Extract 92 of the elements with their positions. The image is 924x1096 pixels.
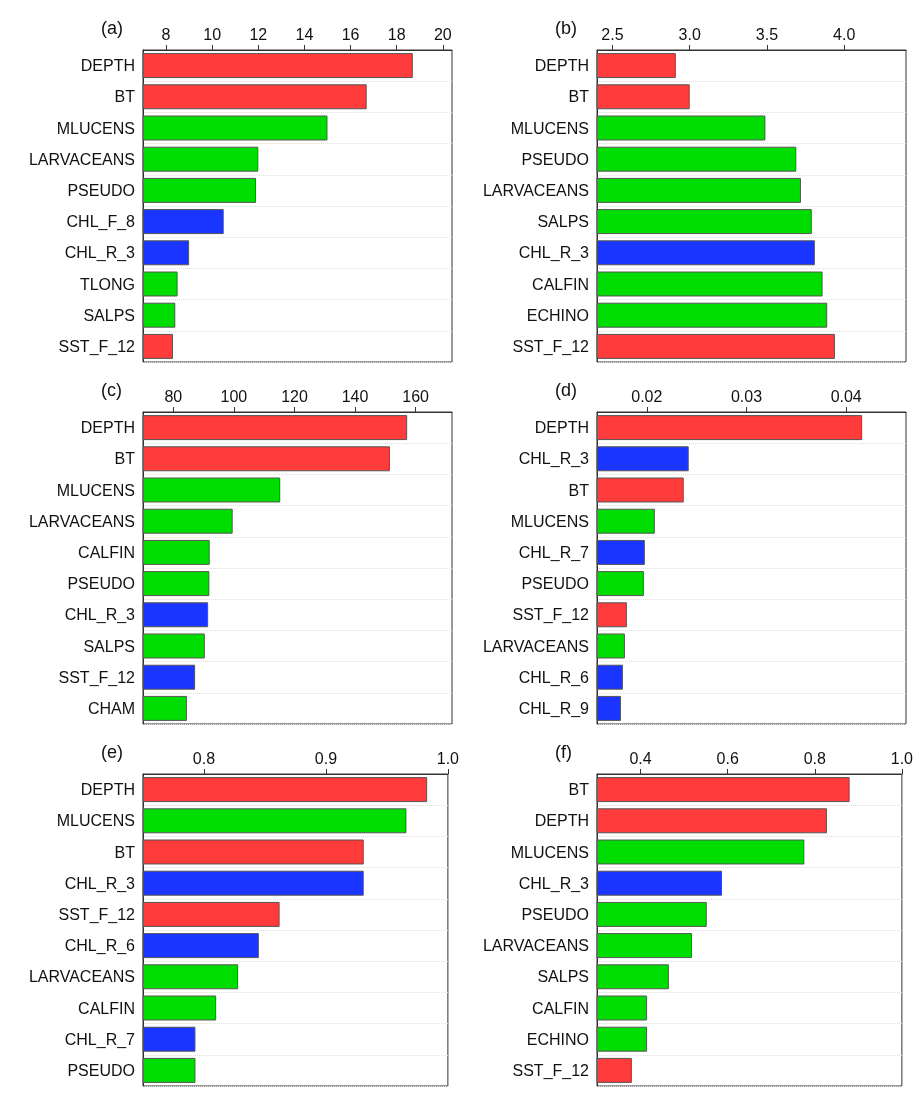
y-tick-label: PSEUDO <box>521 905 589 923</box>
chart-title: (a) <box>101 18 123 38</box>
x-tick-label: 0.02 <box>631 387 663 405</box>
x-tick-label: 160 <box>402 387 430 405</box>
x-tick-label: 1.0 <box>890 749 914 767</box>
y-tick-label: CHL_R_3 <box>518 874 590 893</box>
y-tick-label: LARVACEANS <box>28 968 135 986</box>
y-tick-label: LARVACEANS <box>28 512 135 530</box>
y-tick-label: MLUCENS <box>56 481 135 499</box>
y-tick-label: LARVACEANS <box>482 937 589 955</box>
y-tick-label: CHL_R_3 <box>64 244 136 263</box>
y-tick-label: MLUCENS <box>510 512 589 530</box>
x-tick-label: 14 <box>295 25 314 43</box>
y-tick-label: CALFIN <box>532 275 589 293</box>
y-tick-label: LARVACEANS <box>482 181 589 199</box>
y-tick-label: BT <box>568 481 590 499</box>
x-tick-label: 100 <box>220 387 248 405</box>
y-tick-label: CALFIN <box>78 543 135 561</box>
y-tick-label: BT <box>114 88 136 106</box>
x-tick-label: 8 <box>161 25 171 43</box>
chart-title: (d) <box>555 380 577 400</box>
y-tick-label: SST_F_12 <box>512 606 590 625</box>
x-tick-label: 80 <box>164 387 183 405</box>
y-tick-label: PSEUDO <box>67 1061 135 1079</box>
y-tick-label: CHL_R_3 <box>64 606 136 625</box>
y-tick-label: CHL_R_7 <box>518 543 590 562</box>
x-tick-label: 2.5 <box>601 25 624 43</box>
x-tick-label: 0.03 <box>730 387 763 405</box>
x-tick-label: 0.8 <box>803 749 826 767</box>
x-tick-label: 0.6 <box>716 749 739 767</box>
x-tick-label: 3.0 <box>678 25 701 43</box>
y-tick-label: CALFIN <box>78 999 135 1017</box>
x-tick-label: 16 <box>341 25 360 43</box>
chart-title: (e) <box>101 742 123 762</box>
y-tick-label: DEPTH <box>80 781 135 799</box>
y-tick-label: DEPTH <box>80 57 135 75</box>
y-tick-label: LARVACEANS <box>28 150 135 168</box>
x-tick-label: 0.4 <box>629 749 652 767</box>
y-tick-label: ECHINO <box>526 1030 589 1048</box>
x-tick-label: 4.0 <box>833 25 856 43</box>
y-tick-label: DEPTH <box>80 419 135 437</box>
y-tick-label: SALPS <box>537 968 589 986</box>
y-tick-label: SST_F_12 <box>58 668 136 687</box>
chart-title: (b) <box>555 18 577 38</box>
x-tick-label: 3.5 <box>755 25 779 43</box>
y-tick-label: CHL_R_3 <box>518 450 590 469</box>
y-tick-label: BT <box>114 450 136 468</box>
y-tick-label: MLUCENS <box>510 119 589 137</box>
y-tick-label: CHL_R_9 <box>518 699 590 718</box>
y-tick-label: DEPTH <box>534 419 589 437</box>
y-tick-label: MLUCENS <box>56 812 135 830</box>
y-tick-label: LARVACEANS <box>482 637 589 655</box>
y-tick-label: SALPS <box>83 637 135 655</box>
y-tick-label: CHAM <box>87 699 135 717</box>
x-tick-label: 18 <box>387 25 406 43</box>
y-tick-label: BT <box>114 843 136 861</box>
y-tick-label: SALPS <box>537 213 589 231</box>
y-tick-label: CHL_R_7 <box>64 1030 136 1049</box>
y-tick-label: PSEUDO <box>521 575 589 593</box>
x-tick-label: 10 <box>203 25 222 43</box>
y-tick-label: MLUCENS <box>56 119 135 137</box>
x-tick-label: 120 <box>281 387 308 405</box>
x-tick-label: 0.04 <box>830 387 862 405</box>
y-tick-label: PSEUDO <box>521 150 589 168</box>
x-tick-label: 20 <box>433 25 452 43</box>
y-tick-label: PSEUDO <box>67 181 135 199</box>
y-tick-label: CHL_R_6 <box>64 937 136 956</box>
y-tick-label: CHL_R_6 <box>518 668 590 687</box>
y-tick-label: PSEUDO <box>67 575 135 593</box>
y-tick-label: DEPTH <box>534 812 589 830</box>
y-tick-label: SST_F_12 <box>58 337 136 356</box>
x-tick-label: 12 <box>249 25 268 43</box>
y-tick-label: DEPTH <box>534 57 589 75</box>
chart-title: (f) <box>555 742 572 762</box>
y-tick-label: SALPS <box>83 306 135 324</box>
y-tick-label: ECHINO <box>526 306 589 324</box>
y-tick-label: BT <box>568 781 590 799</box>
y-tick-label: SST_F_12 <box>512 1061 590 1080</box>
y-tick-label: MLUCENS <box>510 843 589 861</box>
y-tick-label: BT <box>568 88 590 106</box>
y-tick-label: CHL_F_8 <box>66 213 136 232</box>
y-tick-label: CHL_R_3 <box>64 874 136 893</box>
y-tick-label: SST_F_12 <box>58 905 136 924</box>
x-tick-label: 140 <box>341 387 369 405</box>
x-tick-label: 1.0 <box>436 749 460 767</box>
y-tick-label: TLONG <box>79 275 135 293</box>
y-tick-label: SST_F_12 <box>512 337 590 356</box>
chart-title: (c) <box>101 380 122 400</box>
y-tick-label: CHL_R_3 <box>518 244 590 263</box>
x-tick-label: 0.9 <box>314 749 338 767</box>
x-tick-label: 0.8 <box>192 749 216 767</box>
y-tick-label: CALFIN <box>532 999 589 1017</box>
